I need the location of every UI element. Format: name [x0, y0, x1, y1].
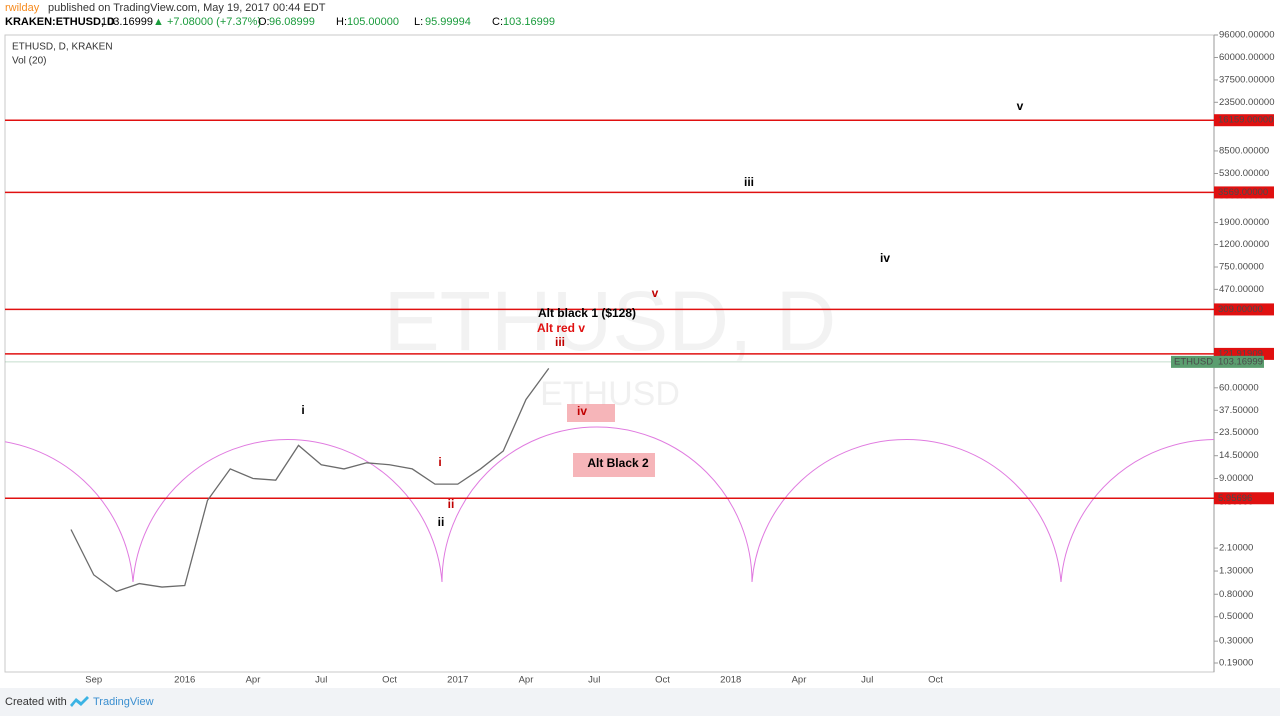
- y-tick-label: 60.00000: [1219, 382, 1259, 393]
- annotation: Alt red v: [537, 321, 585, 335]
- annotation: v: [1017, 99, 1024, 113]
- change: ▲ +7.08000 (+7.37%): [153, 16, 261, 28]
- last-price-name: ETHUSD: [1174, 356, 1213, 367]
- annotation: ii: [438, 515, 445, 529]
- level-label: 309.00000: [1218, 304, 1263, 315]
- y-tick-label: 96000.00000: [1219, 30, 1274, 41]
- y-tick-label: 750.00000: [1219, 262, 1264, 273]
- annotation: iii: [555, 335, 565, 349]
- annotation: iv: [880, 251, 890, 265]
- annotation: Alt black 1 ($128): [538, 306, 636, 320]
- level-label: 16159.00000: [1218, 115, 1273, 126]
- legend-title: ETHUSD, D, KRAKEN: [12, 42, 113, 53]
- level-tag: [1214, 303, 1274, 316]
- y-tick-label: 2.10000: [1219, 543, 1253, 554]
- ohlc-value: 96.08999: [269, 16, 315, 28]
- level-label: 5.95696: [1218, 493, 1252, 504]
- y-tick-label: 60000.00000: [1219, 52, 1274, 63]
- ohlc-label: L:: [414, 16, 423, 28]
- y-tick-label: 1900.00000: [1219, 217, 1269, 228]
- annotation: i: [301, 403, 304, 417]
- x-tick-label: 2017: [447, 675, 468, 686]
- user[interactable]: rwilday: [5, 2, 40, 14]
- ohlc-value: 95.99994: [425, 16, 471, 28]
- legend-sub: Vol (20): [12, 56, 46, 67]
- level-tag: [1214, 492, 1274, 505]
- level-label: 121.91909: [1218, 348, 1263, 359]
- y-tick-label: 9.00000: [1219, 473, 1253, 484]
- x-tick-label: 2018: [720, 675, 741, 686]
- ohlc-label: H:: [336, 16, 347, 28]
- x-tick-label: 2016: [174, 675, 195, 686]
- price-line: [70, 368, 550, 593]
- y-tick-label: 0.30000: [1219, 636, 1253, 647]
- y-tick-label: 5300.00000: [1219, 168, 1269, 179]
- annotation: ii: [448, 497, 455, 511]
- x-tick-label: Jul: [588, 675, 600, 686]
- ohlc-value: 105.00000: [347, 16, 399, 28]
- x-tick-label: Oct: [382, 675, 397, 686]
- y-tick-label: 0.80000: [1219, 589, 1253, 600]
- x-tick-label: Apr: [519, 675, 534, 686]
- level-tag: [1214, 114, 1274, 127]
- y-tick-label: 0.50000: [1219, 611, 1253, 622]
- annotation: Alt Black 2: [587, 456, 649, 470]
- y-tick-label: 0.19000: [1219, 658, 1253, 669]
- annotation: iii: [744, 175, 754, 189]
- last-price-tag: [1171, 355, 1264, 368]
- symbol: KRAKEN:ETHUSD, D: [5, 16, 115, 28]
- price: 103.16999: [101, 16, 153, 28]
- last-price-label: 103.16999: [1218, 356, 1263, 367]
- cycle-arc: [5, 426, 1214, 583]
- plot-layer: [5, 119, 1214, 593]
- y-tick-label: 23500.00000: [1219, 97, 1274, 108]
- annotation-box: [567, 404, 615, 422]
- footer-brand[interactable]: TradingView: [93, 696, 154, 708]
- level-label: 3569.00000: [1218, 187, 1268, 198]
- cycle-arcs: [5, 426, 1214, 583]
- x-tick-label: Oct: [655, 675, 670, 686]
- y-tick-label: 14.50000: [1219, 450, 1259, 461]
- y-tick-label: 1200.00000: [1219, 239, 1269, 250]
- brand-logo: [70, 696, 89, 707]
- x-tick-label: Apr: [246, 675, 261, 686]
- footer-created: Created with: [5, 696, 67, 708]
- y-tick-label: 37500.00000: [1219, 74, 1274, 85]
- annotation: v: [652, 286, 659, 300]
- y-tick-label: 1.30000: [1219, 566, 1253, 577]
- y-tick-label: 8500.00000: [1219, 145, 1269, 156]
- x-tick-label: Sep: [85, 675, 102, 686]
- y-tick-label: 37.50000: [1219, 405, 1259, 416]
- ohlc-label: O:: [258, 16, 270, 28]
- annotation: i: [438, 455, 441, 469]
- x-tick-label: Jul: [315, 675, 327, 686]
- annotation: iv: [577, 404, 587, 418]
- watermark: ETHUSD, D: [384, 274, 837, 368]
- y-tick-label: 470.00000: [1219, 284, 1264, 295]
- level-tag: [1214, 186, 1274, 199]
- ohlc-label: C:: [492, 16, 503, 28]
- x-tick-label: Jul: [861, 675, 873, 686]
- x-tick-label: Apr: [792, 675, 807, 686]
- footer-bar: [0, 688, 1280, 716]
- published: published on TradingView.com, May 19, 20…: [48, 2, 326, 14]
- x-tick-label: Oct: [928, 675, 943, 686]
- ohlc-value: 103.16999: [503, 16, 555, 28]
- annotation-box: [573, 453, 655, 477]
- y-tick-label: 23.50000: [1219, 427, 1259, 438]
